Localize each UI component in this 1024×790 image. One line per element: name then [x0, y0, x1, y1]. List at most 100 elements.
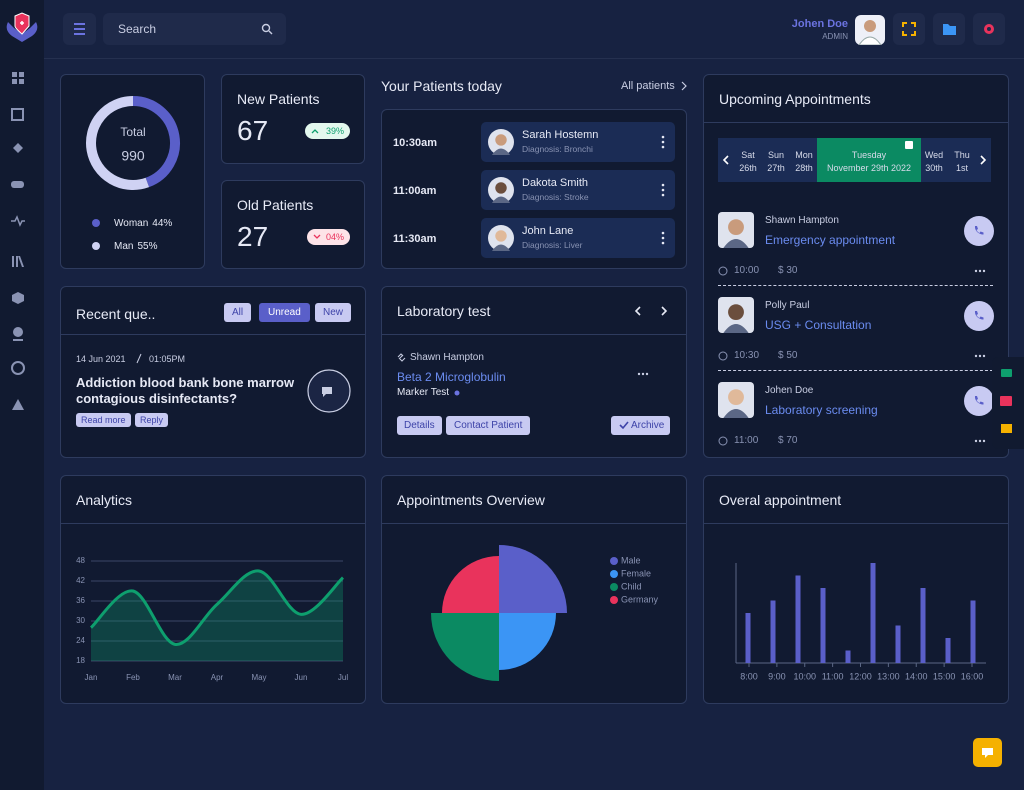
calendar-icon	[905, 141, 913, 149]
appointment-type: Laboratory screening	[765, 403, 878, 417]
overall-card: Overal appointment 8:00 9:00 10:00 11:00 12:…	[703, 475, 1009, 704]
divider	[382, 523, 686, 524]
graphic	[19, 79, 24, 84]
call-button[interactable]	[963, 385, 995, 417]
avatar	[718, 212, 754, 248]
stat-value: 67	[237, 115, 269, 146]
appointment-price: $ 30	[778, 265, 798, 276]
graphic	[641, 372, 645, 376]
contact-button[interactable]: Contact Patient	[446, 416, 531, 435]
dot	[661, 135, 665, 139]
calendar-day-active[interactable]: Tuesday November 29th 2022	[817, 138, 921, 182]
filter-new[interactable]: New	[315, 303, 352, 322]
old-patients-card: Old Patients 27 04%	[221, 180, 365, 269]
more-icon[interactable]	[974, 438, 988, 444]
fullscreen-button[interactable]	[893, 13, 925, 45]
graphic	[987, 27, 991, 31]
y-tick-label: 36	[76, 596, 85, 605]
graphic	[619, 421, 629, 430]
dot	[978, 354, 982, 358]
x-tick-label: 13:00	[877, 671, 900, 681]
more-icon[interactable]	[637, 371, 651, 377]
x-tick-label: 11:00	[822, 671, 844, 681]
call-bg	[964, 301, 994, 331]
chat-fab[interactable]	[973, 738, 1002, 767]
details-button[interactable]: Details	[397, 416, 442, 435]
call-bg	[964, 386, 994, 416]
pager[interactable]	[632, 304, 672, 318]
search-icon	[261, 23, 273, 35]
graphic	[12, 72, 17, 77]
graphic	[864, 20, 876, 32]
dot	[982, 439, 986, 443]
x-tick-label: Apr	[211, 673, 224, 682]
calendar-day[interactable]: Sat 26th	[735, 138, 761, 182]
change-badge: 39%	[305, 123, 350, 139]
gender-card: Total 990 Woman 44% Man 55%	[60, 74, 205, 269]
patient-row[interactable]: Sarah Hostemn Diagnosis: Bronchi	[481, 122, 675, 162]
dot	[661, 188, 665, 192]
avatar-body	[491, 148, 511, 155]
graphic	[268, 30, 273, 35]
user-avatar[interactable]	[855, 15, 885, 46]
x-tick-label: 15:00	[933, 671, 956, 681]
calendar-day[interactable]: Mon 28th	[791, 138, 817, 182]
graphic	[16, 256, 18, 267]
all-patients-link[interactable]: All patients	[621, 80, 675, 92]
reply[interactable]: Reply	[135, 413, 169, 427]
legend-value: 44%	[152, 218, 172, 229]
x-tick-label: 9:00	[768, 671, 786, 681]
x-tick-label: 10:00	[793, 671, 816, 681]
dot	[661, 231, 665, 235]
avatar	[718, 297, 754, 333]
search-box[interactable]: Search	[103, 13, 286, 45]
calendar-day[interactable]: Sun 27th	[763, 138, 789, 182]
graphic	[1001, 424, 1012, 433]
more-icon[interactable]	[974, 268, 988, 274]
more-icon[interactable]	[974, 353, 988, 359]
dot	[974, 354, 978, 358]
calendar-day[interactable]: Thu 1st	[949, 138, 975, 182]
legend-dot	[610, 583, 618, 591]
graphic	[261, 23, 271, 33]
day-name: Wed	[924, 150, 944, 160]
avatar-body	[491, 244, 511, 251]
side-toolbar	[992, 357, 1024, 449]
filter-all[interactable]: All	[224, 303, 252, 322]
chat-button[interactable]	[306, 368, 352, 414]
filter-unread[interactable]: Unread	[259, 303, 310, 322]
patient-diagnosis: Diagnosis: Stroke	[522, 192, 589, 202]
bar	[970, 600, 976, 663]
legend-label: Woman 44%	[114, 218, 172, 229]
read-more[interactable]: Read more	[76, 413, 131, 427]
overview-chart: Male Female Child Germany	[431, 545, 659, 681]
graphic	[943, 24, 956, 35]
legend-label: Child	[621, 581, 642, 591]
graphic	[1000, 396, 1012, 406]
appointment-type: USG + Consultation	[765, 318, 872, 332]
graphic	[19, 72, 24, 77]
appointment-name: Johen Doe	[765, 385, 814, 396]
settings-button[interactable]	[973, 13, 1005, 45]
menu-button[interactable]	[63, 13, 96, 45]
appointment-name: Polly Paul	[765, 300, 810, 311]
call-button[interactable]	[963, 215, 995, 247]
archive-button[interactable]: Archive	[611, 416, 671, 435]
top-bar: Search Johen Doe ADMIN	[44, 0, 1024, 59]
avatar-face	[728, 304, 744, 321]
avatar-face	[728, 219, 744, 236]
calendar-day[interactable]: Wed 30th	[921, 138, 947, 182]
appointment-time: 11:30am	[393, 233, 437, 245]
graphic	[12, 399, 24, 410]
fullscreen-icon	[902, 22, 916, 36]
divider	[382, 334, 686, 335]
patient-row[interactable]: Dakota Smith Diagnosis: Stroke	[481, 170, 675, 210]
phone	[974, 396, 984, 405]
dot	[978, 269, 982, 273]
call-button[interactable]	[963, 300, 995, 332]
side-icons[interactable]	[992, 357, 1024, 449]
y-tick-label: 42	[76, 576, 85, 585]
clock	[718, 436, 728, 446]
patient-row[interactable]: John Lane Diagnosis: Liver	[481, 218, 675, 258]
folder-button[interactable]	[933, 13, 965, 45]
